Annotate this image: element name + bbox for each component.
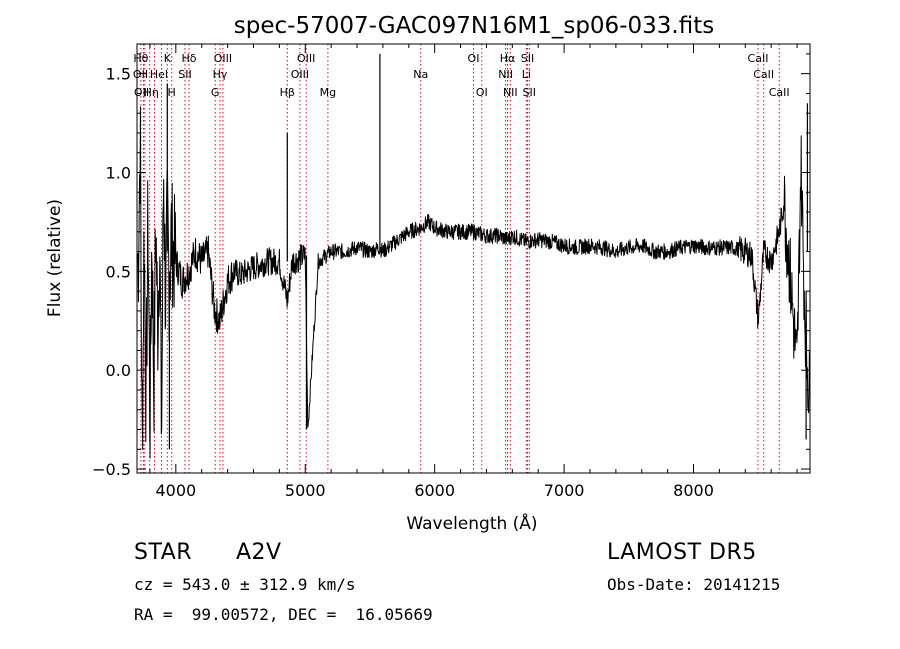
spectrum-series <box>137 106 810 459</box>
x-tick-label: 4000 <box>155 481 196 500</box>
line-label: HeI <box>150 68 168 81</box>
plot-frame <box>136 43 811 474</box>
line-label: SII <box>523 86 536 99</box>
spectral-line-markers <box>140 44 780 473</box>
spectrum-layer <box>137 53 810 459</box>
line-label: Hθ <box>133 52 148 65</box>
coordinates: RA = 99.00572, DEC = 16.05669 <box>134 605 433 624</box>
line-label: SII <box>178 68 191 81</box>
object-class: STAR <box>134 540 193 565</box>
x-tick-label: 5000 <box>285 481 326 500</box>
y-axis-label: Flux (relative) <box>45 199 65 317</box>
x-tick-label: 6000 <box>414 481 455 500</box>
line-label: G <box>211 86 220 99</box>
x-tick-label: 8000 <box>673 481 714 500</box>
line-label: CaII <box>769 86 790 99</box>
line-label: OI <box>476 86 488 99</box>
y-tick-label: 1.0 <box>106 164 131 183</box>
line-label: Hα <box>500 52 516 65</box>
line-label: Mg <box>320 86 336 99</box>
line-label: H <box>168 86 176 99</box>
line-label: Hγ <box>213 68 228 81</box>
x-axis-ticks: 4000 5000 6000 7000 8000 <box>149 44 798 500</box>
object-subclass: A2V <box>236 540 282 565</box>
line-label: OIII <box>291 68 309 81</box>
y-axis-ticks: −0.5 0.0 0.5 1.0 1.5 <box>92 53 810 479</box>
y-tick-label: 0.5 <box>106 262 131 281</box>
line-label: Na <box>413 68 428 81</box>
line-label: SII <box>521 52 534 65</box>
chart-title: spec-57007-GAC097N16M1_sp06-033.fits <box>234 13 714 39</box>
x-axis-label: Wavelength (Å) <box>406 512 537 534</box>
obs-date: Obs-Date: 20141215 <box>607 575 781 594</box>
line-label: OII <box>134 86 149 99</box>
survey-name: LAMOST DR5 <box>607 540 757 565</box>
line-label: OIII <box>214 52 232 65</box>
line-label: OII <box>133 68 148 81</box>
redshift-cz: cz = 543.0 ± 312.9 km/s <box>134 575 356 594</box>
line-label: Hβ <box>280 86 295 99</box>
line-label: Hη <box>144 86 159 99</box>
spectral-line-labels: HθOIIOIIHηHeIKHSIIHδHγGOIIIHβOIIIOIIIMgN… <box>133 52 790 99</box>
line-label: K <box>164 52 172 65</box>
x-tick-label: 7000 <box>544 481 585 500</box>
line-label: CaII <box>748 52 769 65</box>
line-label: NII <box>498 68 513 81</box>
line-label: OIII <box>297 52 315 65</box>
y-tick-label: 1.5 <box>106 65 131 84</box>
y-tick-label: 0.0 <box>106 361 131 380</box>
y-tick-label: −0.5 <box>92 460 131 479</box>
line-label: NII <box>503 86 518 99</box>
line-label: Li <box>522 68 531 81</box>
line-label: Hδ <box>181 52 196 65</box>
line-label: OI <box>468 52 480 65</box>
line-label: CaII <box>753 68 774 81</box>
